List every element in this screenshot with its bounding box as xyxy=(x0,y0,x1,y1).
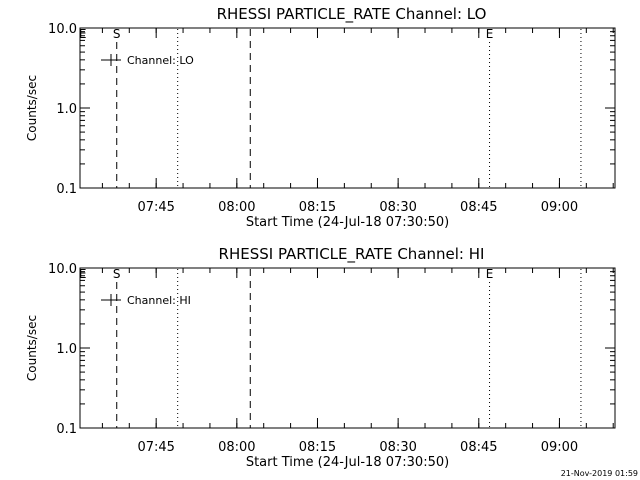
panel-2-y-axis-label: Counts/sec xyxy=(25,315,39,381)
panel-2-marker-label: S xyxy=(113,267,121,281)
panel-1-x-tick-label: 08:15 xyxy=(299,200,336,215)
panel-1-legend-label: Channel: LO xyxy=(127,54,194,67)
panel-1-x-tick-label: 08:30 xyxy=(379,200,416,215)
panel-2-x-axis-label: Start Time (24-Jul-18 07:30:50) xyxy=(246,455,449,470)
panel-2-x-tick-label: 08:15 xyxy=(299,440,336,455)
panel-2-y-tick-label: 0.1 xyxy=(56,422,77,437)
panel-2-y-tick-label: 10.0 xyxy=(48,262,77,277)
panel-1-plot-frame xyxy=(79,27,616,189)
panel-1-y-tick-label: 10.0 xyxy=(48,22,77,37)
footer-timestamp: 21-Nov-2019 01:59 xyxy=(560,469,638,478)
panel-1-y-axis-label: Counts/sec xyxy=(25,75,39,141)
panel-2-x-tick-label: 08:00 xyxy=(218,440,255,455)
panel-1-x-tick-label: 08:45 xyxy=(460,200,497,215)
panel-1-x-tick-label: 07:45 xyxy=(137,200,174,215)
panel-2-x-tick-label: 08:45 xyxy=(460,440,497,455)
panel-1-y-tick-label: 0.1 xyxy=(56,182,77,197)
panel-2-title: RHESSI PARTICLE_RATE Channel: HI xyxy=(219,245,485,264)
panel-1-marker-label: E xyxy=(486,27,494,41)
panel-2-x-tick-label: 09:00 xyxy=(541,440,578,455)
panel-1-marker-label: E xyxy=(79,27,87,41)
panel-1-y-tick-label: 1.0 xyxy=(56,102,77,117)
panel-1-x-tick-label: 08:00 xyxy=(218,200,255,215)
panel-1-x-axis-label: Start Time (24-Jul-18 07:30:50) xyxy=(246,215,449,230)
panel-2-x-tick-label: 08:30 xyxy=(379,440,416,455)
panel-2-legend-label: Channel: HI xyxy=(127,294,191,307)
panel-1-title: RHESSI PARTICLE_RATE Channel: LO xyxy=(217,5,487,24)
panel-1-x-tick-label: 09:00 xyxy=(541,200,578,215)
panel-2-marker-label: E xyxy=(486,267,494,281)
panel-2-marker-label: E xyxy=(79,267,87,281)
panel-2-x-tick-label: 07:45 xyxy=(137,440,174,455)
panel-2-y-tick-label: 1.0 xyxy=(56,342,77,357)
panel-1-marker-label: S xyxy=(113,27,121,41)
panel-2-plot-frame xyxy=(79,267,616,429)
